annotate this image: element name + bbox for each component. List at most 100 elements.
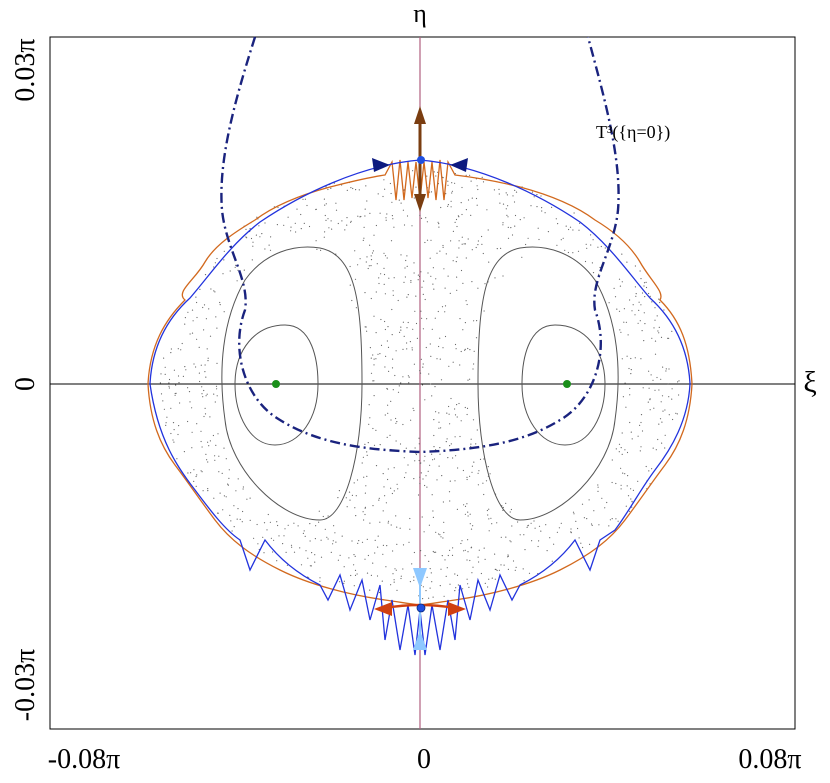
scatter-dot (435, 551, 437, 553)
scatter-dot (419, 372, 422, 374)
scatter-dot (354, 555, 356, 558)
scatter-dot (457, 467, 459, 469)
scatter-dot (393, 581, 395, 583)
scatter-dot (367, 442, 369, 444)
scatter-dot (449, 292, 451, 294)
scatter-dot (383, 267, 385, 269)
scatter-dot (443, 595, 445, 597)
scatter-dot (222, 509, 224, 511)
scatter-dot (630, 357, 632, 360)
scatter-dot (470, 438, 472, 440)
scatter-dot (469, 349, 471, 351)
scatter-dot (228, 477, 230, 479)
scatter-dot (477, 188, 479, 191)
scatter-dot (649, 399, 651, 401)
scatter-dot (382, 553, 384, 555)
scatter-dot (640, 421, 642, 424)
scatter-dot (448, 413, 450, 415)
scatter-dot (677, 381, 679, 383)
scatter-dot (381, 580, 383, 582)
scatter-dot (351, 299, 353, 302)
scatter-dot (386, 545, 388, 547)
scatter-dot (592, 239, 594, 241)
scatter-dot (328, 227, 330, 229)
scatter-dot (431, 328, 433, 330)
scatter-dot (415, 295, 417, 297)
scatter-dot (487, 466, 489, 468)
scatter-dot (469, 523, 471, 525)
scatter-dot (507, 568, 509, 571)
scatter-dot (600, 245, 602, 248)
scatter-dot (528, 572, 531, 574)
scatter-dot (373, 364, 375, 366)
scatter-dot (290, 230, 292, 232)
scatter-dot (439, 358, 441, 360)
scatter-dot (413, 478, 415, 480)
scatter-dot (406, 265, 408, 267)
scatter-dot (283, 535, 285, 537)
scatter-dot (413, 363, 415, 365)
scatter-dot (165, 424, 167, 426)
scatter-dot (306, 204, 308, 207)
scatter-dot (400, 577, 402, 580)
scatter-dot (408, 541, 410, 543)
left-elliptic-point (272, 380, 280, 388)
scatter-dot (241, 521, 243, 523)
scatter-dot (444, 335, 447, 338)
scatter-dot (608, 302, 610, 304)
scatter-dot (436, 358, 438, 360)
scatter-dot (373, 380, 375, 382)
scatter-dot (378, 497, 380, 499)
scatter-dot (634, 265, 637, 267)
scatter-dot (526, 526, 528, 529)
scatter-dot (525, 243, 527, 246)
scatter-dot (396, 483, 398, 485)
scatter-dot (458, 216, 460, 218)
scatter-dot (391, 215, 393, 217)
scatter-dot (438, 533, 440, 535)
scatter-dot (675, 412, 677, 414)
scatter-dot (367, 267, 369, 270)
scatter-dot (349, 265, 351, 268)
scatter-dot (191, 431, 193, 433)
scatter-dot (349, 499, 351, 501)
scatter-dot (364, 326, 366, 328)
right-elliptic-point (563, 380, 571, 388)
scatter-dot (450, 200, 452, 202)
scatter-dot (456, 225, 458, 228)
scatter-dot (177, 348, 179, 350)
scatter-dot (483, 493, 485, 496)
scatter-dot (209, 335, 212, 337)
scatter-dot (407, 294, 409, 296)
x-tick-min: -0.08π (48, 744, 120, 775)
scatter-dot (327, 218, 329, 220)
scatter-dot (394, 374, 396, 377)
scatter-dot (242, 510, 244, 513)
scatter-dot (192, 320, 194, 322)
scatter-dot (464, 513, 466, 515)
scatter-dot (424, 399, 426, 401)
scatter-dot (442, 244, 444, 247)
scatter-dot (656, 315, 658, 317)
scatter-dot (373, 444, 376, 446)
scatter-dot (413, 262, 415, 264)
scatter-dot (410, 281, 412, 283)
scatter-dot (441, 306, 444, 308)
scatter-dot (177, 375, 180, 377)
scatter-dot (384, 255, 387, 257)
scatter-dot (621, 281, 623, 283)
scatter-dot (471, 572, 473, 574)
scatter-dot (621, 358, 623, 360)
scatter-dot (439, 585, 441, 587)
scatter-dot (472, 566, 474, 568)
scatter-dot (448, 491, 451, 493)
scatter-dot (221, 472, 223, 474)
scatter-dot (365, 261, 367, 263)
scatter-dot (370, 255, 372, 257)
scatter-dot (464, 349, 466, 351)
scatter-dot (234, 266, 236, 268)
scatter-dot (672, 418, 674, 421)
scatter-dot (269, 521, 271, 523)
scatter-dot (475, 197, 478, 200)
scatter-dot (473, 363, 475, 365)
